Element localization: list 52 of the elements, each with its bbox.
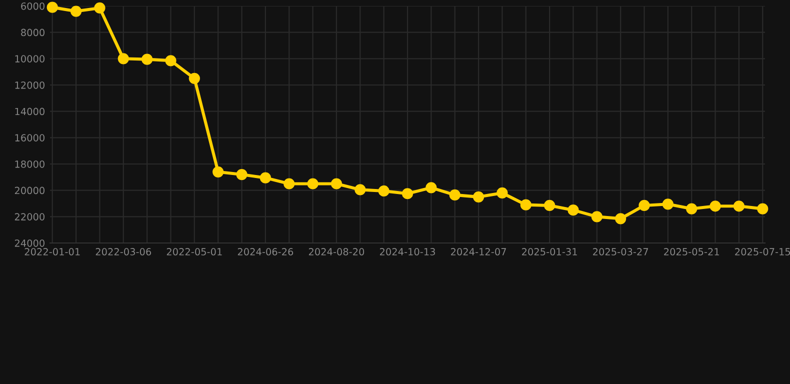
point <box>638 200 650 212</box>
point <box>568 204 579 216</box>
point <box>378 185 390 197</box>
y-tick-label: 18000 <box>15 160 44 168</box>
x-tick-label: 2022-05-01 <box>166 248 222 256</box>
x-tick-label: 2022-01-01 <box>24 248 80 256</box>
point <box>142 54 153 65</box>
x-tick-label: 2025-05-21 <box>664 248 719 256</box>
y-tick-label: 22000 <box>14 213 44 220</box>
point <box>757 203 768 214</box>
x-tick-label: 2024-06-26 <box>238 248 294 256</box>
point <box>165 55 176 66</box>
point <box>354 184 366 196</box>
point <box>615 213 626 224</box>
point <box>307 178 318 190</box>
point <box>402 188 414 200</box>
y-tick-label: 6000 <box>21 2 44 10</box>
point <box>118 53 129 64</box>
y-tick-label: 20000 <box>14 186 44 194</box>
y-tick-label: 10000 <box>15 55 44 62</box>
x-tick-label: 2025-03-27 <box>593 248 648 256</box>
point <box>591 211 602 222</box>
point <box>449 189 460 200</box>
point <box>188 72 200 84</box>
point <box>260 172 272 184</box>
point <box>662 198 674 210</box>
point <box>70 6 82 17</box>
point <box>212 166 224 178</box>
y-tick-label: 14000 <box>15 108 44 116</box>
y-tick-label: 8000 <box>21 28 44 36</box>
point <box>710 200 721 212</box>
point <box>472 191 484 202</box>
point <box>236 168 248 180</box>
x-tick-label: 2024-12-07 <box>450 248 506 256</box>
point <box>496 187 508 199</box>
point <box>520 199 532 210</box>
point <box>284 178 295 190</box>
y-tick-label: 16000 <box>15 134 44 142</box>
x-tick-label: 2022-03-06 <box>96 248 152 256</box>
point <box>94 2 106 14</box>
point <box>733 200 745 212</box>
x-tick-label: 2024-08-20 <box>308 248 364 256</box>
y-tick-label: 24000 <box>14 239 44 247</box>
x-tick-label: 2024-10-13 <box>380 248 435 256</box>
point <box>426 182 437 194</box>
x-tick-label: 2025-07-15 <box>735 248 790 256</box>
point <box>330 178 342 190</box>
point <box>544 200 556 212</box>
point <box>686 203 698 214</box>
x-tick-label: 2025-01-31 <box>522 248 577 256</box>
point <box>46 2 58 13</box>
y-tick-label: 12000 <box>15 81 44 89</box>
